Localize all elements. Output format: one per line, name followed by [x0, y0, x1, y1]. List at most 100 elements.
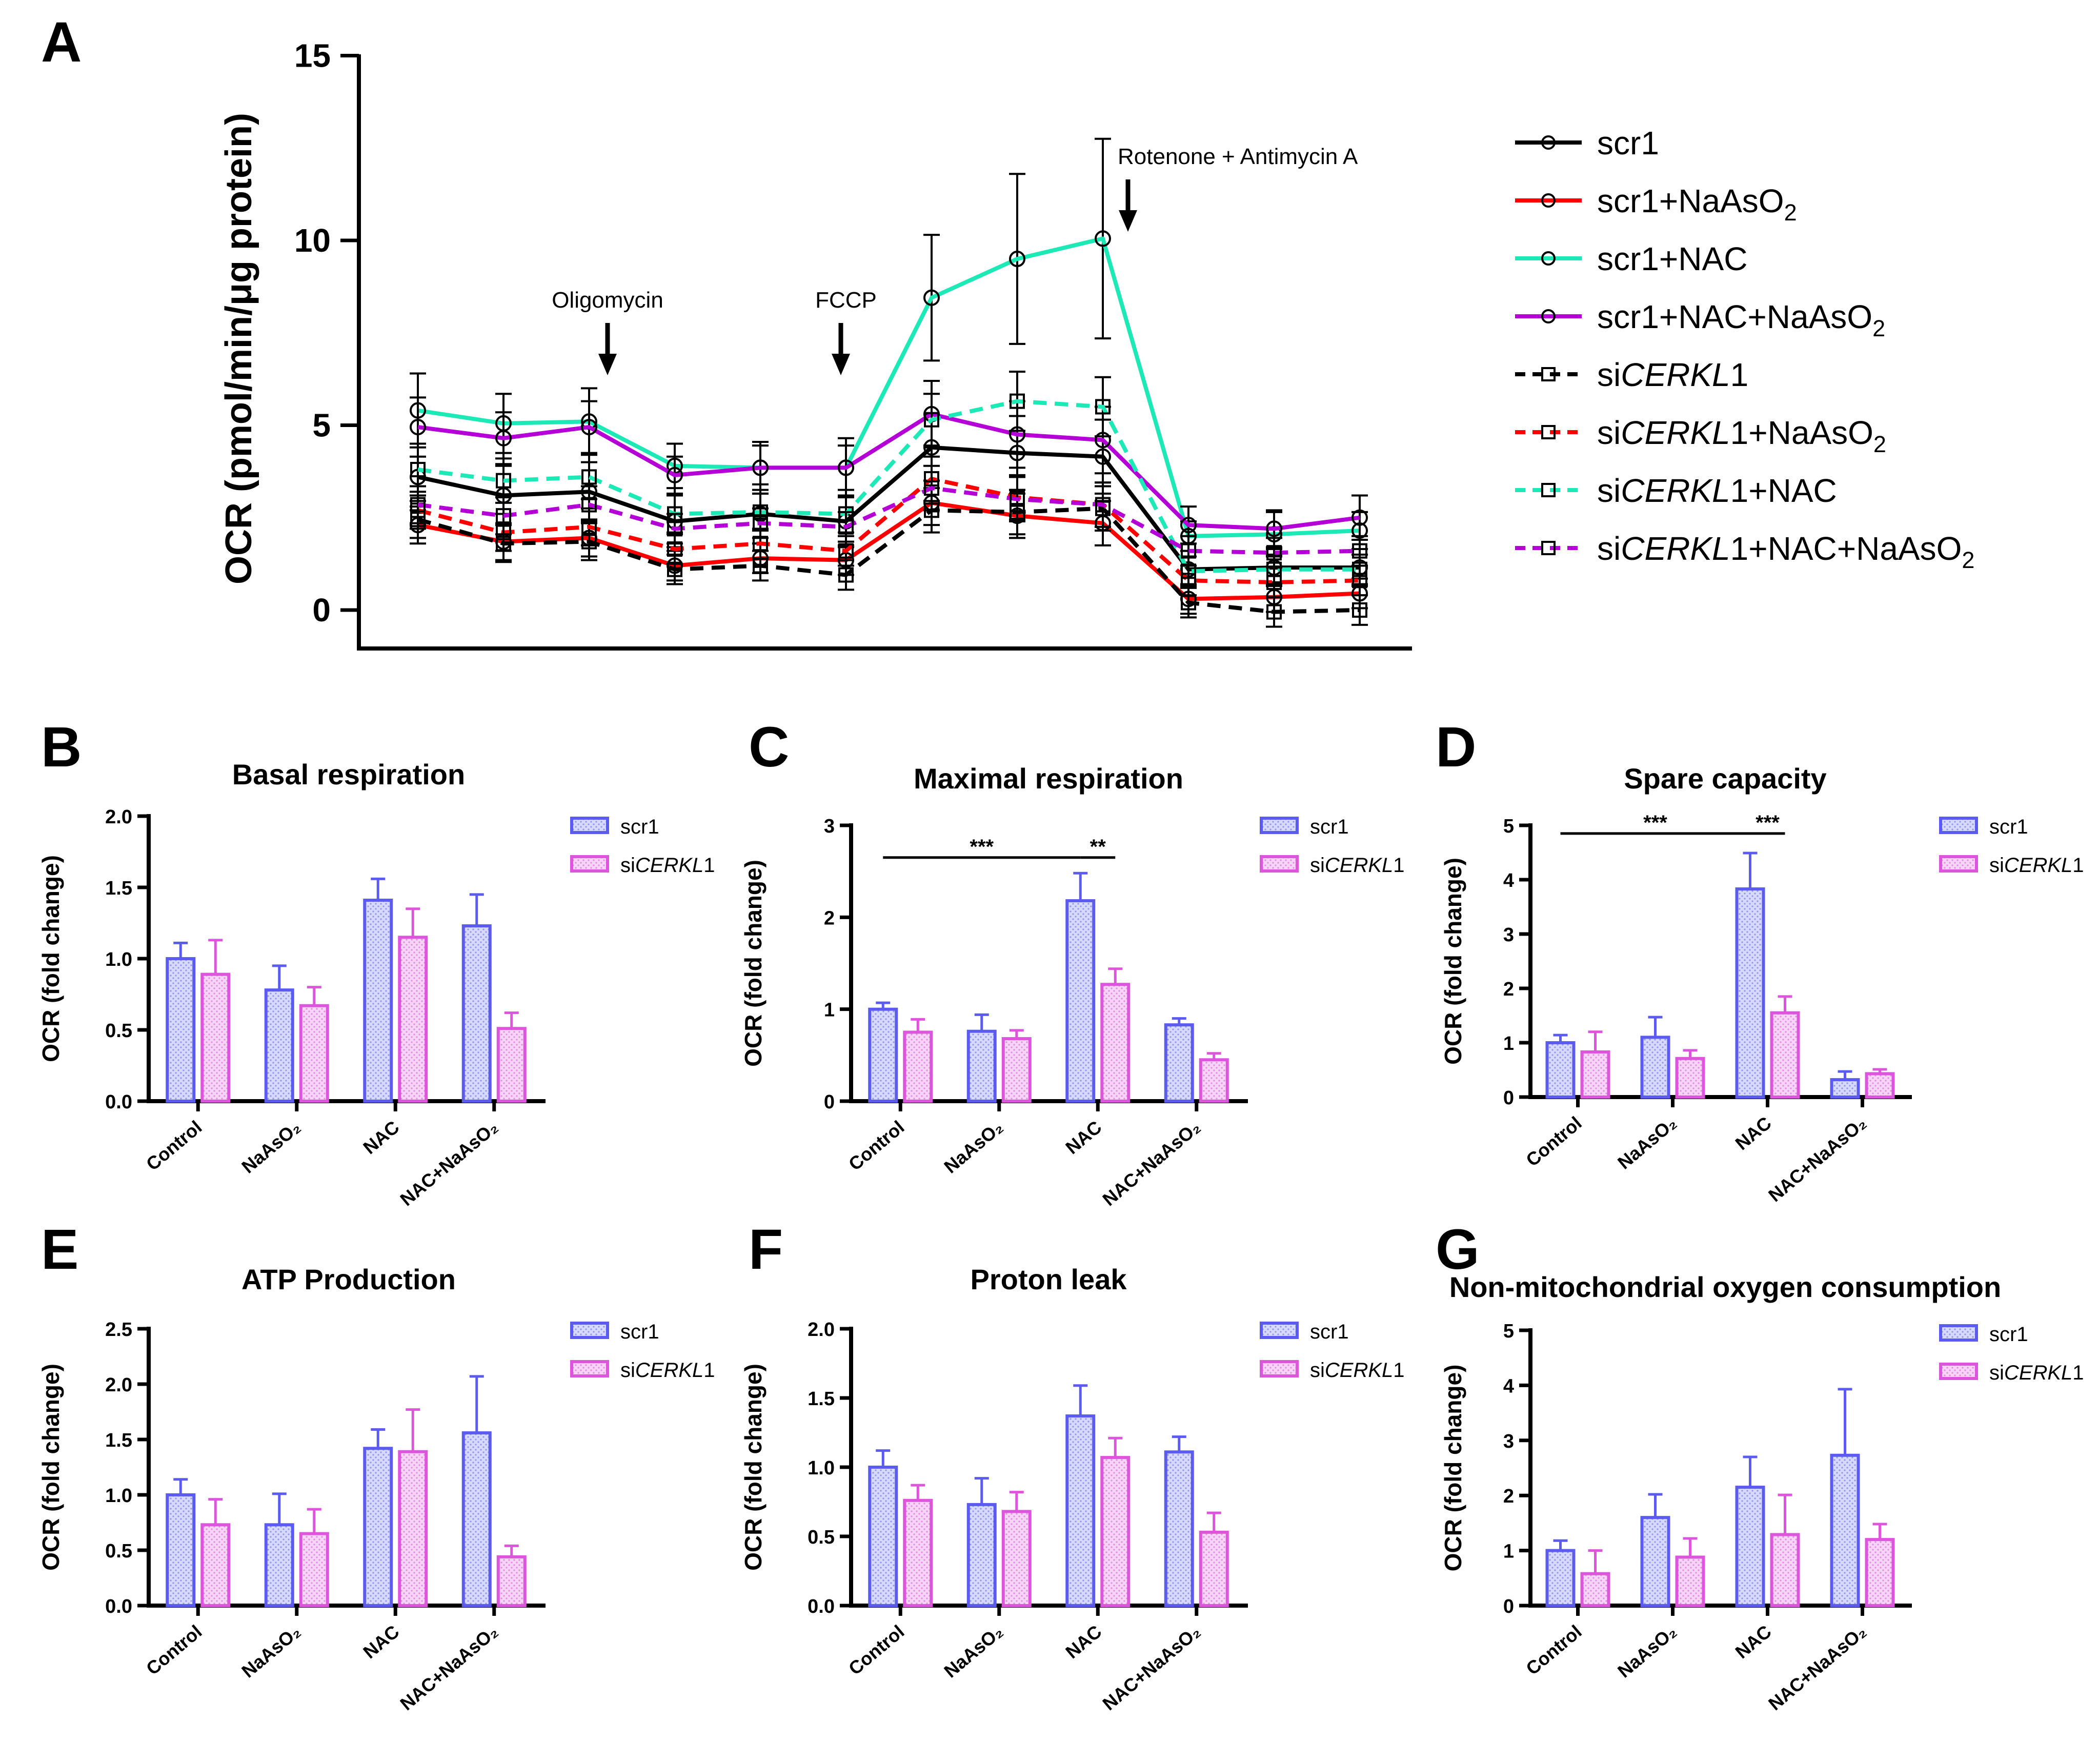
- y-tick-label: 0: [1503, 1596, 1514, 1617]
- x-tick-label: NAC: [1061, 1621, 1105, 1663]
- legend-swatch: [1939, 1324, 1978, 1342]
- legend-item: siCERKL1: [1989, 854, 2084, 877]
- bar-scr1: [264, 988, 294, 1103]
- label-part: si: [1989, 854, 2004, 877]
- data-point: [410, 462, 426, 478]
- bar-sicerkl1: [1770, 1533, 1800, 1608]
- x-tick-label: NAC+NaAsO₂: [396, 1117, 501, 1210]
- panel-b: B Basal respiration 0.0 0.5 1.0 1.5 2.0 OCR (fo…: [37, 716, 715, 1210]
- y-tick-label: 0.5: [105, 1540, 132, 1562]
- legend-item: scr1+NAC: [1597, 240, 1747, 277]
- series-line: [417, 399, 1360, 574]
- x-tick-label: NAC+NaAsO₂: [1764, 1112, 1870, 1206]
- axis-line: [357, 54, 1412, 651]
- legend-item: scr1: [620, 816, 659, 838]
- data-point: [667, 521, 682, 537]
- bar-sicerkl1: [1100, 1456, 1131, 1608]
- y-tick-label: 1.0: [808, 1457, 835, 1479]
- legend-item: siCERKL1: [1310, 1359, 1405, 1382]
- y-axis-label: OCR (pmol/min/μg protein): [218, 113, 259, 584]
- data-point: [752, 459, 769, 476]
- label-part: CERKL: [635, 854, 703, 877]
- x-tick-label: NAC: [1061, 1117, 1105, 1159]
- legend-marker: [1541, 483, 1556, 497]
- label-part: CERKL: [1621, 530, 1730, 567]
- series-3: [410, 379, 1368, 549]
- bar-sicerkl1: [903, 1498, 933, 1608]
- label-part: 2: [1872, 315, 1885, 341]
- label-part: 1: [2072, 854, 2084, 877]
- label-part: si: [1597, 530, 1621, 567]
- legend-item: siCERKL1: [1597, 356, 1748, 393]
- series-line: [417, 477, 1360, 584]
- legend-marker: [1541, 193, 1556, 208]
- x-tick-label: Control: [1522, 1621, 1585, 1679]
- bar-sicerkl1: [1770, 1011, 1800, 1099]
- y-tick-label: 1.5: [808, 1388, 835, 1410]
- significance-label: ***: [1643, 812, 1667, 834]
- legend-item: siCERKL1+NaAsO2: [1597, 414, 1886, 457]
- y-axis-label: OCR (fold change): [740, 1364, 766, 1571]
- significance-label: **: [1090, 836, 1106, 858]
- label-part: scr1+NAC+NaAsO: [1597, 298, 1872, 335]
- bar-scr1: [1065, 1414, 1096, 1608]
- y-tick-label: 2: [1503, 979, 1514, 1000]
- bar-scr1: [868, 1007, 898, 1103]
- x-tick-label: NAC+NaAsO₂: [1098, 1621, 1204, 1715]
- y-tick-label: 1.0: [105, 1485, 132, 1507]
- y-tick-label: 1.5: [105, 878, 132, 899]
- legend-item: scr1: [1597, 125, 1659, 161]
- panel-label: F: [749, 1218, 783, 1281]
- data-point: [581, 497, 597, 513]
- panel-label: G: [1436, 1218, 1480, 1281]
- series-7: [410, 464, 1368, 569]
- annotation-label: Oligomycin: [552, 288, 663, 313]
- label-part: si: [1310, 854, 1325, 877]
- legend-marker: [1541, 367, 1556, 381]
- x-tick-label: NaAsO₂: [1613, 1112, 1681, 1173]
- y-axis-label: OCR (fold change): [37, 1364, 64, 1571]
- label-part: scr1+NAC: [1597, 240, 1747, 277]
- panel-label: C: [749, 716, 789, 779]
- bar-sicerkl1: [903, 1030, 933, 1103]
- bar-sicerkl1: [1675, 1555, 1705, 1608]
- label-part: 1: [1730, 356, 1749, 393]
- y-tick-label: 1.5: [105, 1430, 132, 1451]
- legend-item: siCERKL1: [1310, 854, 1405, 877]
- legend-swatch: [570, 855, 609, 873]
- legend-item: siCERKL1: [620, 1359, 715, 1382]
- bar-sicerkl1: [200, 1523, 231, 1608]
- panel-label: A: [41, 11, 82, 74]
- data-point: [496, 473, 511, 489]
- bar-scr1: [1830, 1078, 1860, 1099]
- label-part: 1+NAC+NaAsO: [1730, 530, 1962, 567]
- legend-swatch: [570, 817, 609, 834]
- y-tick-label: 1: [1503, 1033, 1514, 1055]
- label-part: scr1: [1310, 1321, 1349, 1343]
- bar-scr1: [1735, 887, 1765, 1099]
- data-point: [410, 497, 426, 513]
- legend-marker: [1541, 135, 1556, 150]
- data-point: [1010, 393, 1025, 409]
- series-line: [417, 506, 1360, 614]
- label-part: scr1+NaAsO: [1597, 183, 1784, 219]
- label-part: 2: [1784, 199, 1797, 226]
- x-tick-label: NaAsO₂: [940, 1621, 1007, 1682]
- bar-sicerkl1: [1580, 1572, 1610, 1608]
- label-part: CERKL: [1621, 356, 1730, 393]
- data-point: [838, 543, 854, 559]
- x-tick-label: Control: [142, 1621, 206, 1679]
- bar-scr1: [363, 1447, 393, 1608]
- label-part: scr1: [1310, 816, 1349, 838]
- label-part: si: [1310, 1359, 1325, 1382]
- y-tick-label: 4: [1503, 1375, 1514, 1397]
- y-tick-label: 0.5: [105, 1020, 132, 1042]
- data-point: [838, 567, 854, 583]
- bar-sicerkl1: [1001, 1510, 1032, 1607]
- x-tick-label: NAC: [359, 1621, 403, 1663]
- data-point: [410, 419, 426, 436]
- y-tick-label: 2: [1503, 1486, 1514, 1507]
- y-tick-label: 3: [1503, 924, 1514, 946]
- legend-swatch: [1260, 1360, 1299, 1377]
